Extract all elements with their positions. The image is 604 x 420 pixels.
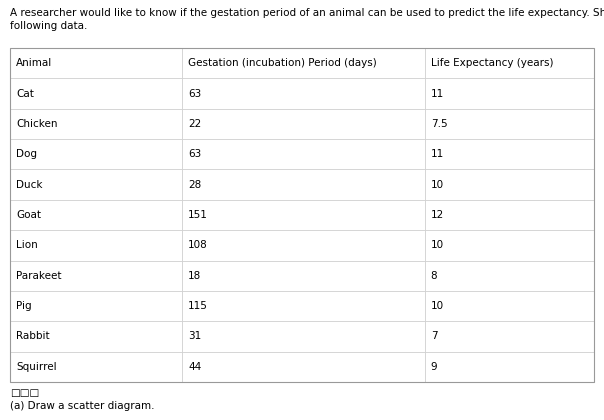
Text: 9: 9: [431, 362, 437, 372]
Bar: [425, 169, 594, 200]
Bar: [182, 79, 425, 109]
Bar: [425, 291, 594, 321]
Text: Lion: Lion: [16, 240, 37, 250]
Bar: [182, 291, 425, 321]
Bar: [425, 352, 594, 382]
Text: 115: 115: [188, 301, 208, 311]
Bar: [425, 109, 594, 139]
Bar: [10, 169, 182, 200]
Text: Animal: Animal: [16, 58, 53, 68]
Text: 7.5: 7.5: [431, 119, 448, 129]
Text: 10: 10: [431, 180, 444, 190]
Text: 7: 7: [431, 331, 437, 341]
Bar: [182, 139, 425, 169]
Bar: [10, 48, 594, 382]
Text: 11: 11: [431, 89, 444, 99]
Text: Duck: Duck: [16, 180, 42, 190]
Bar: [425, 321, 594, 352]
Text: 18: 18: [188, 271, 202, 281]
Text: 151: 151: [188, 210, 208, 220]
Bar: [10, 291, 182, 321]
Text: 28: 28: [188, 180, 202, 190]
Bar: [182, 169, 425, 200]
Bar: [10, 79, 182, 109]
Bar: [10, 230, 182, 260]
Text: Pig: Pig: [16, 301, 31, 311]
Bar: [10, 321, 182, 352]
Bar: [10, 200, 182, 230]
Bar: [425, 200, 594, 230]
Text: 63: 63: [188, 149, 202, 159]
Bar: [425, 230, 594, 260]
Text: 11: 11: [431, 149, 444, 159]
Bar: [10, 260, 182, 291]
Bar: [182, 48, 425, 79]
Bar: [182, 109, 425, 139]
Text: 12: 12: [431, 210, 444, 220]
Bar: [182, 352, 425, 382]
Bar: [10, 48, 182, 79]
Text: 44: 44: [188, 362, 202, 372]
Bar: [425, 79, 594, 109]
Text: A researcher would like to know if the gestation period of an animal can be used: A researcher would like to know if the g…: [10, 8, 604, 18]
Bar: [182, 260, 425, 291]
Text: following data.: following data.: [10, 21, 88, 31]
Text: 108: 108: [188, 240, 208, 250]
Text: Parakeet: Parakeet: [16, 271, 62, 281]
Text: 63: 63: [188, 89, 202, 99]
Bar: [182, 200, 425, 230]
Text: 8: 8: [431, 271, 437, 281]
Text: Life Expectancy (years): Life Expectancy (years): [431, 58, 553, 68]
Text: 10: 10: [431, 301, 444, 311]
Bar: [10, 352, 182, 382]
Text: □□□: □□□: [10, 388, 39, 398]
Text: 10: 10: [431, 240, 444, 250]
Text: Gestation (incubation) Period (days): Gestation (incubation) Period (days): [188, 58, 377, 68]
Text: Cat: Cat: [16, 89, 34, 99]
Text: Goat: Goat: [16, 210, 41, 220]
Bar: [10, 139, 182, 169]
Text: Chicken: Chicken: [16, 119, 57, 129]
Bar: [425, 139, 594, 169]
Text: 31: 31: [188, 331, 202, 341]
Bar: [425, 48, 594, 79]
Text: (a) Draw a scatter diagram.: (a) Draw a scatter diagram.: [10, 401, 155, 411]
Text: 22: 22: [188, 119, 202, 129]
Text: Rabbit: Rabbit: [16, 331, 50, 341]
Text: Dog: Dog: [16, 149, 37, 159]
Bar: [182, 230, 425, 260]
Bar: [182, 321, 425, 352]
Bar: [425, 260, 594, 291]
Bar: [10, 109, 182, 139]
Text: Squirrel: Squirrel: [16, 362, 57, 372]
